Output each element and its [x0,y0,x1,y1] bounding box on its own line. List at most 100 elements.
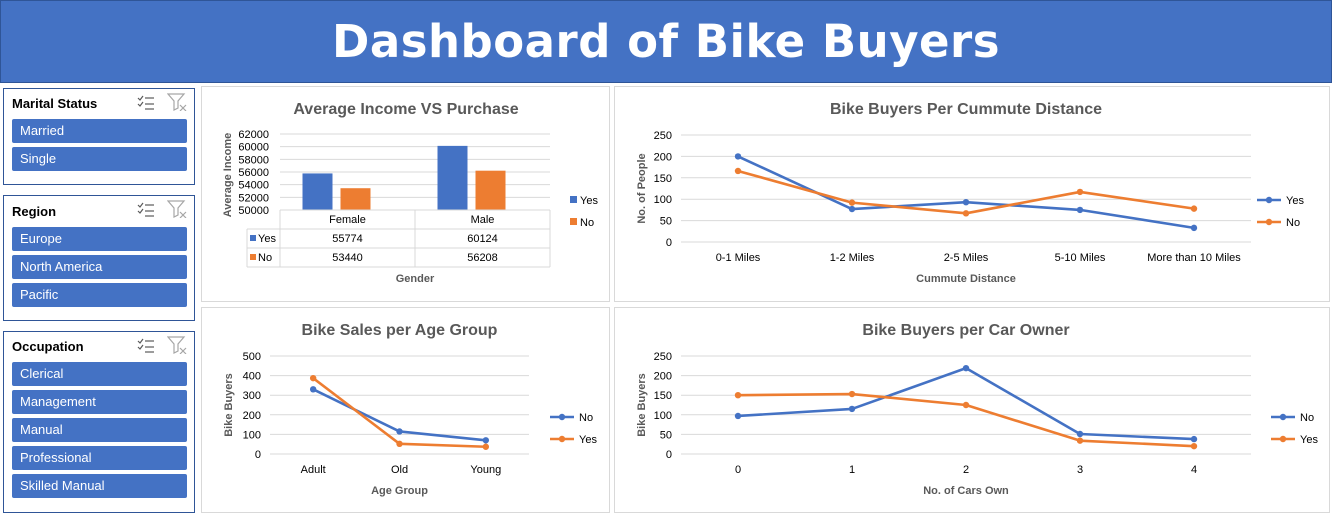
x-tick-label: More than 10 Miles [1147,252,1241,264]
x-tick-label: 0-1 Miles [716,252,761,264]
multi-select-icon[interactable] [137,338,155,354]
x-tick-label: Adult [301,464,326,476]
y-tick-label: 56000 [238,167,269,179]
slicer-item-europe[interactable]: Europe [12,227,187,251]
data-point [848,390,856,398]
data-point [734,392,742,399]
chart-title: Average Income VS Purchase [293,101,518,118]
x-tick-label: Old [391,464,408,476]
chart-title: Bike Buyers per Car Owner [862,322,1069,339]
clear-x [179,347,187,354]
data-point [482,443,490,450]
slicer-item-married[interactable]: Married [12,119,187,143]
data-point [1076,188,1084,196]
multi-select-icon[interactable] [137,95,155,111]
series-line-yes [737,155,1195,230]
y-axis-label: No. of People [636,153,648,223]
table-header-cell: Male [471,214,495,226]
slicer-header: Marital Status [4,89,194,115]
multi-select-icon[interactable] [137,202,155,218]
slicer-marital-status: Marital Status Married Single [3,88,195,185]
y-tick-label: 100 [654,410,672,422]
slicer-item-professional[interactable]: Professional [12,446,187,470]
clear-filter-icon[interactable] [167,93,187,111]
table-row-label: Yes [258,233,276,245]
chart-age-group-svg: Bike Sales per Age Group 0 100 200 300 400 500… [223,322,597,497]
chart-commute-distance: Bike Buyers Per Cummute Distance 0 50 100 15… [614,86,1330,302]
funnel-shape [167,200,186,218]
bar-no [340,188,371,210]
slicer-item-single[interactable]: Single [12,147,187,171]
x-tick-label: 1 [849,464,855,476]
slicer-title: Marital Status [12,96,98,111]
legend-marker [570,196,577,203]
table-header-cell: Female [329,214,366,226]
slicer-item-manual[interactable]: Manual [12,418,187,442]
data-point [309,386,317,393]
y-axis-label: Average Income [222,133,234,218]
y-tick-label: 50 [660,429,672,441]
legend-marker [558,413,566,421]
slicer-header: Occupation [4,332,194,358]
clear-x [179,211,187,218]
chart-title: Bike Buyers Per Cummute Distance [830,101,1102,118]
chart-age-group: Bike Sales per Age Group 0 100 200 300 400 500… [201,307,610,513]
slicer-item-clerical[interactable]: Clerical [12,362,187,386]
x-tick-label: Young [470,464,501,476]
table-legend-key [250,254,256,260]
chart-car-owner: Bike Buyers per Car Owner 0 50 100 150 200 250… [614,307,1330,513]
y-tick-label: 250 [654,130,672,142]
data-point [734,412,742,420]
slicer-item-management[interactable]: Management [12,390,187,414]
y-axis-label: Bike Buyers [636,373,648,437]
y-tick-label: 50000 [238,205,269,217]
data-point [1190,224,1198,232]
y-tick-label: 250 [654,351,672,363]
y-tick-label: 58000 [238,154,269,166]
check-mark [137,338,144,344]
table-legend-key [250,235,256,241]
data-point [962,210,970,217]
check-mark [137,95,144,101]
y-tick-label: 300 [243,390,261,402]
y-tick-label: 200 [654,371,672,383]
x-tick-label: 1-2 Miles [830,252,875,264]
slicer-item-pacific[interactable]: Pacific [12,283,187,307]
table-value-cell: 55774 [332,233,363,245]
x-axis-label: No. of Cars Own [923,485,1009,497]
x-axis-label: Gender [396,273,435,285]
y-tick-label: 0 [666,449,672,461]
x-axis-label: Cummute Distance [916,273,1016,285]
y-tick-label: 100 [243,429,261,441]
legend-label: Yes [580,195,598,207]
chart-income-vs-purchase-svg: Average Income VS Purchase 50000520005400… [222,101,598,285]
data-point [1190,442,1198,450]
clear-x [179,104,187,111]
slicer-region: Region Europe North America Pacific [3,195,195,321]
data-point [396,440,403,448]
data-point [1076,430,1084,438]
slicer-item-north-america[interactable]: North America [12,255,187,279]
x-tick-label: 2 [963,464,969,476]
data-point [848,405,856,413]
y-tick-label: 200 [243,410,261,422]
clear-filter-icon[interactable] [167,200,187,218]
y-tick-label: 150 [654,173,672,185]
legend-marker [1279,413,1287,421]
chart-title: Bike Sales per Age Group [302,322,498,339]
check-mark [137,208,144,214]
legend-marker [558,435,566,443]
y-tick-label: 150 [654,390,672,402]
slicer-item-skilled-manual[interactable]: Skilled Manual [12,474,187,498]
y-tick-label: 500 [243,351,261,363]
data-point [482,437,490,444]
table-row-label: No [258,252,272,264]
x-tick-label: 4 [1191,464,1197,476]
legend-label: No [1286,217,1300,229]
y-tick-label: 100 [654,194,672,206]
check-mark [137,202,144,208]
clear-filter-icon[interactable] [167,336,187,354]
chart-income-vs-purchase: Average Income VS Purchase 50000 52000 5400… [201,86,610,302]
legend-marker [570,218,577,225]
